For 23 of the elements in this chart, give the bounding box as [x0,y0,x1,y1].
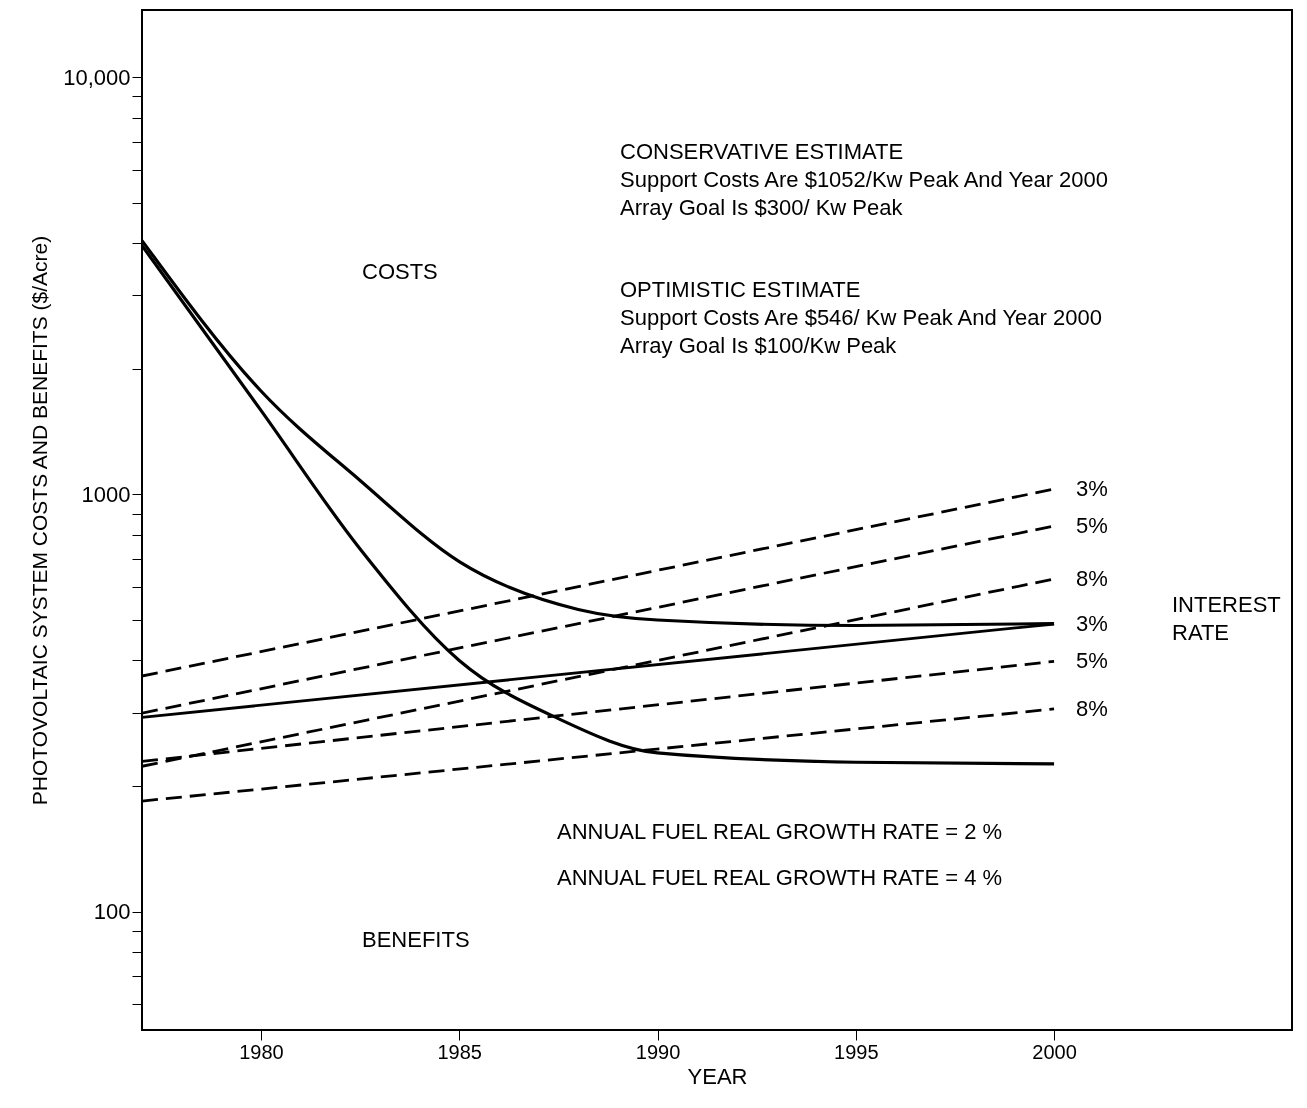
x-tick-label: 1980 [239,1040,284,1063]
y-tick-label: 10,000 [63,64,131,90]
annotation: ANNUAL FUEL REAL GROWTH RATE = 2 % [557,819,1003,844]
annotation: ANNUAL FUEL REAL GROWTH RATE = 4 % [557,865,1003,890]
x-axis-title: YEAR [687,1063,748,1089]
annotation: OPTIMISTIC ESTIMATE Support Costs Are $546/ Kw Peak And Year 2000 Array Goal Is $100/Kw Peak [620,277,1102,358]
annotation: BENEFITS [362,927,470,952]
series-label: 8% [1076,565,1108,591]
series-label: 8% [1076,695,1108,721]
annotation: CONSERVATIVE ESTIMATE Support Costs Are $1052/Kw Peak And Year 2000 Array Goal Is $300/ Kw Peak [620,139,1109,220]
series-label: 5% [1076,513,1108,539]
annotation: COSTS [362,259,438,284]
x-tick-label: 2000 [1032,1040,1077,1063]
x-tick-label: 1990 [635,1040,681,1063]
y-tick-label: 1000 [81,481,131,507]
y-tick-label: 100 [93,899,131,925]
annotation: INTEREST RATE [1172,592,1281,645]
series-label: 3% [1076,611,1108,637]
series-label: 5% [1076,648,1108,674]
x-tick-label: 1995 [834,1040,879,1063]
y-axis-title: PHOTOVOLTAIC SYSTEM COSTS AND BENEFITS ($/Acre) [28,235,52,806]
series-label: 3% [1076,476,1108,502]
x-tick-label: 1985 [437,1040,482,1063]
